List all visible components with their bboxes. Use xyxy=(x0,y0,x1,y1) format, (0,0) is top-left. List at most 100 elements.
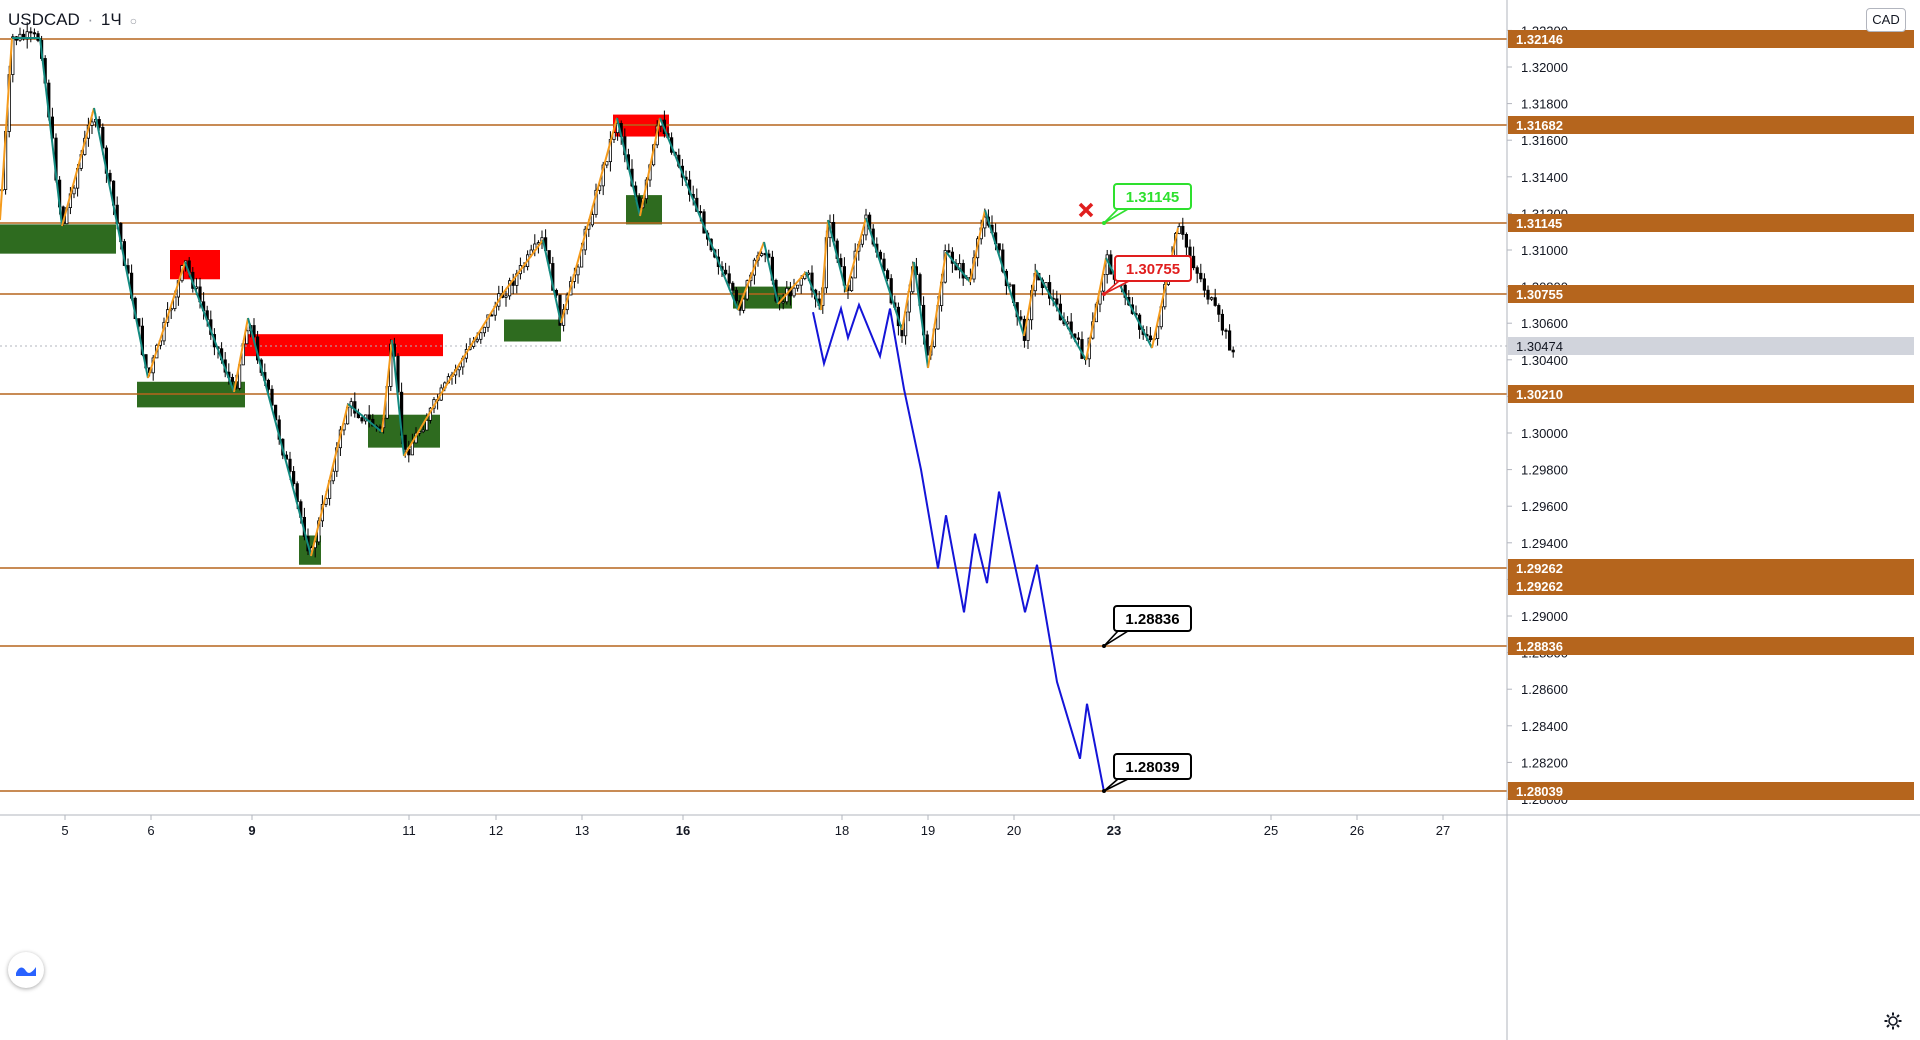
zigzag-segment xyxy=(560,117,618,324)
zigzag-segment xyxy=(233,317,249,393)
level-price-label: 1.32146 xyxy=(1508,30,1914,48)
candle-body xyxy=(378,426,382,429)
x-tick-label: 5 xyxy=(61,823,68,838)
candle-body xyxy=(1188,246,1192,257)
svg-text:1.30210: 1.30210 xyxy=(1516,387,1563,402)
candle-body xyxy=(1195,267,1199,274)
candle-body xyxy=(947,250,951,253)
svg-text:1.31145: 1.31145 xyxy=(1516,216,1562,231)
zigzag-segment xyxy=(737,241,765,311)
zigzag-segment xyxy=(39,37,63,227)
candle-body xyxy=(32,32,37,35)
zigzag-segment xyxy=(1105,257,1153,349)
candle-body xyxy=(983,216,987,229)
level-price-label-extra: 1.29262 xyxy=(1508,577,1914,595)
supply-zone xyxy=(170,250,220,280)
y-tick-label: 1.29400 xyxy=(1521,536,1568,551)
candle-body xyxy=(475,338,479,342)
y-tick-label: 1.31600 xyxy=(1521,133,1568,148)
candle-body xyxy=(1076,337,1080,340)
candle-body xyxy=(1199,272,1203,280)
callout-layer: 1.31145 1.30755 1.28836 1.28039 xyxy=(1102,183,1192,793)
zigzag-segment xyxy=(347,403,383,433)
y-tick-label: 1.31800 xyxy=(1521,97,1568,112)
zigzag-segment xyxy=(403,393,442,457)
annotation-layer xyxy=(1078,202,1094,218)
candle-body xyxy=(504,295,508,298)
candle-body xyxy=(245,330,249,345)
candle-body xyxy=(727,273,731,284)
level-price-label: 1.28836 xyxy=(1508,637,1914,655)
x-tick-label: 26 xyxy=(1350,823,1364,838)
candle-body xyxy=(1228,330,1232,351)
candle-body xyxy=(360,417,364,422)
zigzag-segment xyxy=(1085,257,1107,361)
projection-line xyxy=(812,302,1105,792)
callout-text: 1.28836 xyxy=(1125,611,1179,628)
candle-body xyxy=(1026,319,1030,341)
y-tick-label: 1.29800 xyxy=(1521,463,1568,478)
price-callout-green[interactable]: 1.31145 xyxy=(1102,183,1192,225)
tradingview-logo-icon[interactable] xyxy=(8,952,44,988)
svg-text:1.30474: 1.30474 xyxy=(1516,339,1563,354)
levels-layer xyxy=(0,38,1507,792)
demand-zone xyxy=(504,319,561,342)
candle-body xyxy=(731,282,735,291)
candle-body xyxy=(331,470,335,482)
svg-text:1.31682: 1.31682 xyxy=(1516,118,1563,133)
time-axis-bg xyxy=(0,815,1920,1040)
level-price-label: 1.29262 xyxy=(1508,559,1914,577)
candle-body xyxy=(1213,297,1217,306)
y-tick-label: 1.30400 xyxy=(1521,353,1568,368)
x-tick-label: 6 xyxy=(147,823,154,838)
y-tick-label: 1.30000 xyxy=(1521,426,1568,441)
settings-gear-icon[interactable] xyxy=(1880,1008,1906,1034)
last-price-label: 1.30474 xyxy=(1508,337,1914,355)
zigzag-segment xyxy=(247,317,312,557)
zigzag-segment xyxy=(945,251,971,283)
interval-label[interactable]: 1Ч xyxy=(100,10,122,29)
candle-body xyxy=(479,332,483,340)
level-price-label: 1.28039 xyxy=(1508,782,1914,800)
candle-body xyxy=(1019,316,1023,320)
price-callout-red[interactable]: 1.30755 xyxy=(1102,255,1192,296)
candle-body xyxy=(288,458,292,472)
candle-body xyxy=(1148,335,1152,341)
zigzag-segment xyxy=(147,261,186,379)
candle-body xyxy=(72,187,76,195)
zigzag-segment xyxy=(1151,227,1179,349)
callout-text: 1.31145 xyxy=(1126,189,1179,206)
candle-body xyxy=(1202,278,1206,291)
currency-badge[interactable]: CAD xyxy=(1866,8,1906,32)
candle-body xyxy=(742,298,746,311)
zigzag-segment xyxy=(0,37,13,221)
candle-body xyxy=(698,211,703,214)
callout-text: 1.28039 xyxy=(1125,759,1179,776)
candle-body xyxy=(1181,225,1185,235)
price-callout-black[interactable]: 1.28836 xyxy=(1102,605,1192,648)
x-tick-label: 12 xyxy=(489,823,503,838)
callout-text: 1.30755 xyxy=(1126,261,1180,278)
zigzag-segment xyxy=(913,261,929,369)
symbol-title[interactable]: USDCAD · 1Ч ○ xyxy=(8,10,137,29)
y-tick-label: 1.31400 xyxy=(1521,170,1568,185)
candle-body xyxy=(886,270,890,279)
svg-text:1.29262: 1.29262 xyxy=(1516,561,1563,576)
price-callout-black[interactable]: 1.28039 xyxy=(1102,753,1192,793)
projection-layer xyxy=(812,302,1105,792)
candle-body xyxy=(882,258,886,271)
zigzag-layer xyxy=(0,37,1179,557)
candle-body xyxy=(734,289,739,302)
zigzag-segment xyxy=(542,239,562,324)
y-tick-label: 1.28200 xyxy=(1521,755,1568,770)
candle-body xyxy=(724,269,728,275)
candle-body xyxy=(878,251,883,260)
candle-body xyxy=(266,379,271,390)
svg-text:1.28039: 1.28039 xyxy=(1516,784,1563,799)
candle-body xyxy=(781,301,785,304)
svg-text:1.29262: 1.29262 xyxy=(1516,579,1563,594)
level-price-label: 1.31145 xyxy=(1508,214,1914,232)
symbol-name: USDCAD xyxy=(8,10,80,29)
svg-text:1.28836: 1.28836 xyxy=(1516,639,1563,654)
